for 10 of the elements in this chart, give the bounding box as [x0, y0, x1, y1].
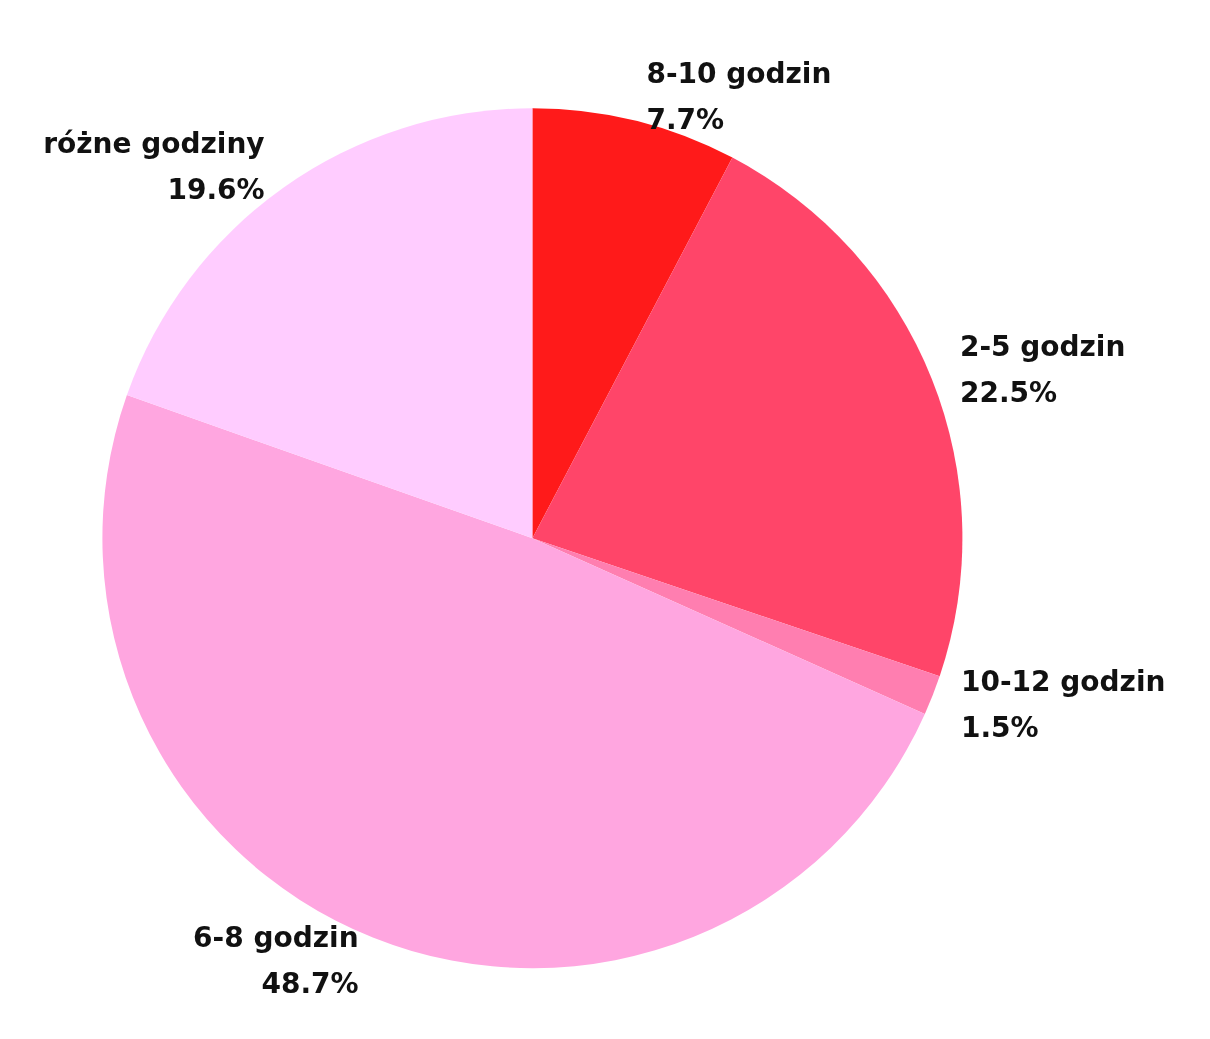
data-label: 7.7% — [646, 102, 725, 136]
data-label: 48.7% — [261, 967, 359, 1001]
slice-label: 6-8 godzin — [193, 921, 359, 955]
slice-label: 2-5 godzin — [959, 329, 1126, 363]
data-label: 1.5% — [960, 710, 1039, 744]
data-label: 19.6% — [167, 173, 265, 207]
slice-label: różne godziny — [43, 127, 265, 161]
slice-label: 8-10 godzin — [646, 56, 832, 90]
data-label: 22.5% — [959, 375, 1058, 409]
slice-label: 10-12 godzin — [960, 664, 1166, 698]
